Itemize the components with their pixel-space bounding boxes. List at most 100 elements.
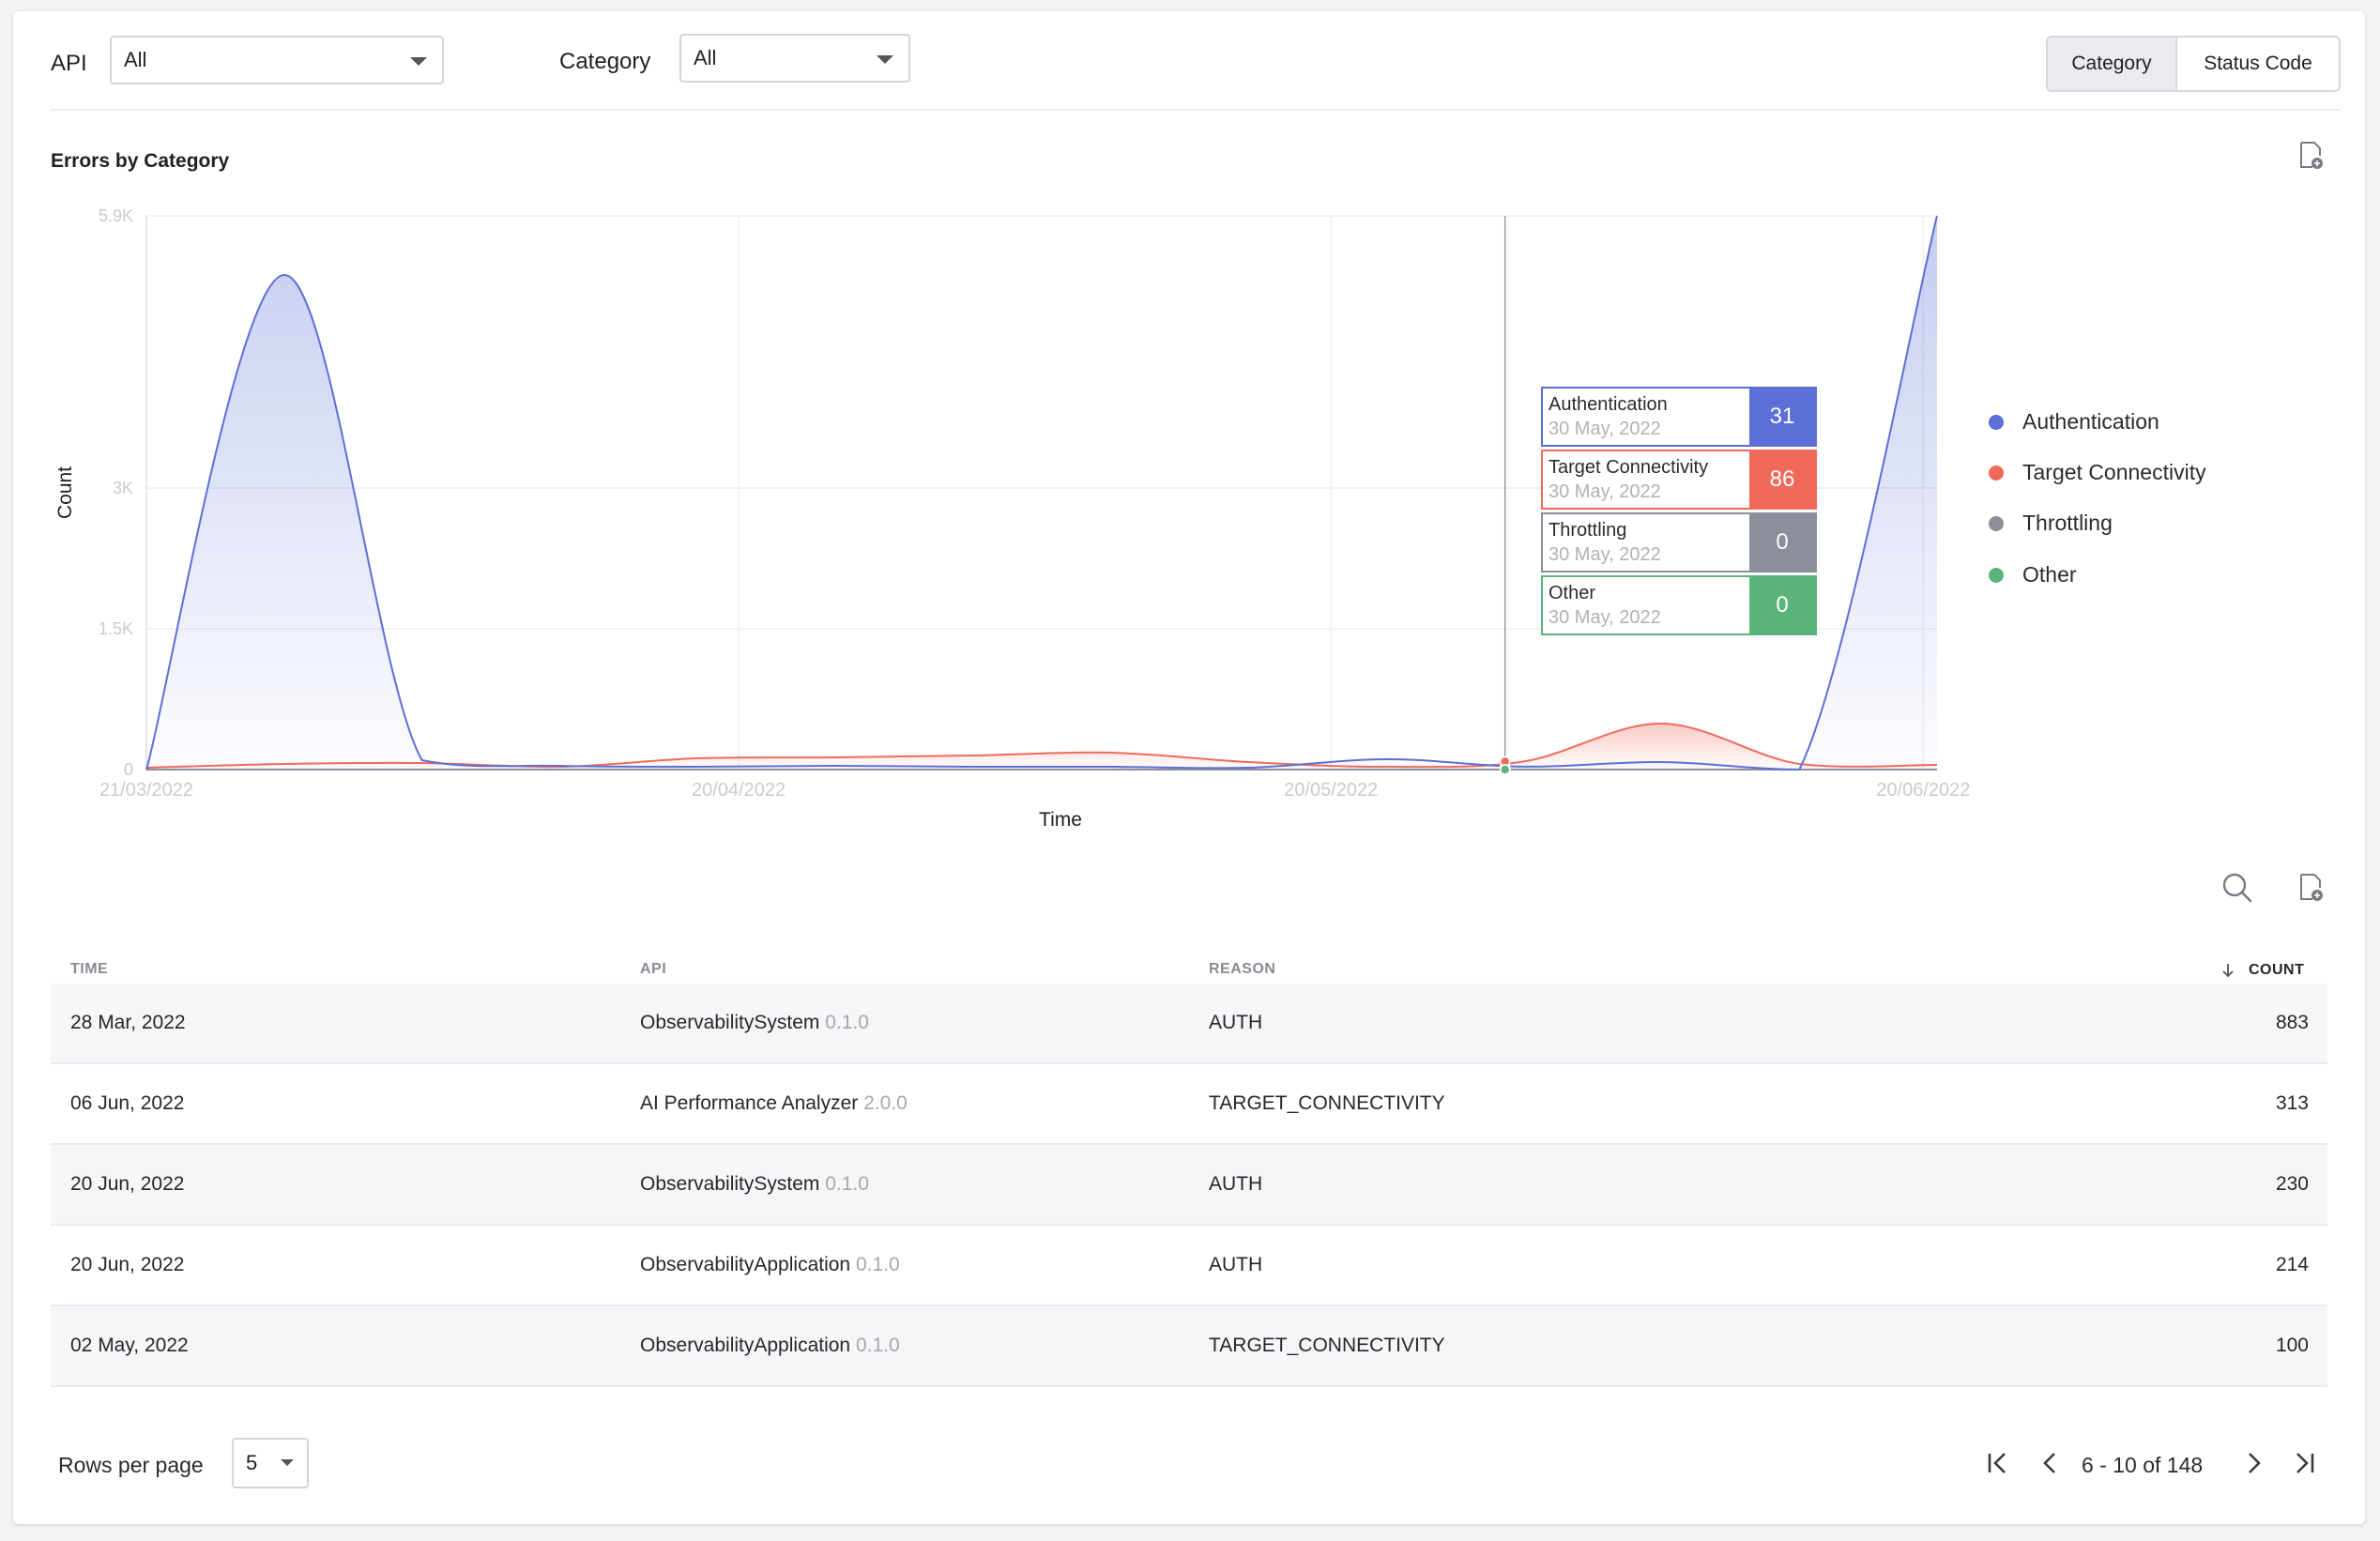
x-tick-label: 20/05/2022 bbox=[1284, 780, 1378, 801]
tooltip-series-name: Other bbox=[1549, 583, 1596, 603]
pagination-range: 6 - 10 of 148 bbox=[2082, 1453, 2204, 1477]
legend-item-other[interactable]: Other bbox=[1989, 562, 2077, 587]
errors-by-category-chart: 0 1.5K 3K 5.9K 21/03/2022 20/04/2022 20/05/202… bbox=[54, 206, 1970, 831]
api-name: AI Performance Analyzer bbox=[640, 1092, 859, 1114]
tooltip-row: Authentication 30 May, 2022 31 bbox=[1541, 387, 1817, 447]
cell-time: 28 Mar, 2022 bbox=[70, 1012, 186, 1033]
legend-dot bbox=[1989, 515, 2004, 531]
legend-label: Target Connectivity bbox=[2022, 460, 2206, 484]
api-select[interactable]: All bbox=[110, 36, 444, 84]
first-page-icon[interactable] bbox=[1984, 1449, 2012, 1477]
cell-time: 06 Jun, 2022 bbox=[70, 1092, 185, 1114]
legend-dot bbox=[1989, 465, 2004, 481]
cell-time: 02 May, 2022 bbox=[70, 1335, 189, 1356]
legend-dot bbox=[1989, 414, 2004, 430]
cell-count: 100 bbox=[2275, 1335, 2309, 1356]
table-row[interactable]: 02 May, 2022 ObservabilityApplication 0.… bbox=[51, 1306, 2327, 1387]
api-name: ObservabilityApplication bbox=[640, 1254, 851, 1275]
export-file-icon[interactable] bbox=[2294, 139, 2327, 173]
tooltip-date: 30 May, 2022 bbox=[1549, 607, 1661, 628]
api-version: 0.1.0 bbox=[825, 1012, 869, 1033]
api-version: 0.1.0 bbox=[825, 1173, 869, 1195]
chevron-down-icon bbox=[410, 57, 427, 66]
y-tick-label: 5.9K bbox=[99, 206, 133, 225]
cell-count: 214 bbox=[2275, 1254, 2309, 1275]
legend-label: Other bbox=[2022, 562, 2077, 587]
chart-title: Errors by Category bbox=[51, 150, 230, 172]
hover-point-other bbox=[1499, 764, 1511, 775]
export-file-icon[interactable] bbox=[2294, 871, 2327, 905]
cell-count: 883 bbox=[2275, 1012, 2309, 1033]
column-header-count[interactable]: COUNT bbox=[2219, 961, 2304, 980]
cell-api: ObservabilitySystem 0.1.0 bbox=[640, 1145, 869, 1224]
cell-api: ObservabilityApplication 0.1.0 bbox=[640, 1226, 900, 1305]
arrow-down-icon bbox=[2222, 964, 2234, 978]
previous-page-icon[interactable] bbox=[2037, 1449, 2065, 1477]
tooltip-row: Other 30 May, 2022 0 bbox=[1541, 575, 1817, 635]
api-select-value: All bbox=[124, 48, 147, 71]
tooltip-text: Other 30 May, 2022 bbox=[1543, 577, 1749, 633]
column-header-time[interactable]: TIME bbox=[70, 961, 109, 977]
legend-label: Throttling bbox=[2022, 511, 2113, 535]
table-row[interactable]: 20 Jun, 2022 ObservabilityApplication 0.… bbox=[51, 1226, 2327, 1306]
search-icon[interactable] bbox=[2220, 871, 2254, 905]
api-name: ObservabilitySystem bbox=[640, 1173, 820, 1195]
next-page-icon[interactable] bbox=[2239, 1449, 2267, 1477]
api-version: 2.0.0 bbox=[863, 1092, 908, 1114]
tooltip-text: Target Connectivity 30 May, 2022 bbox=[1543, 451, 1749, 508]
tooltip-series-name: Throttling bbox=[1549, 520, 1627, 541]
cell-reason: AUTH bbox=[1209, 1254, 1263, 1275]
cell-reason: TARGET_CONNECTIVITY bbox=[1209, 1092, 1445, 1114]
api-name: ObservabilityApplication bbox=[640, 1335, 851, 1356]
category-select[interactable]: All bbox=[679, 34, 910, 83]
legend-item-authentication[interactable]: Authentication bbox=[1989, 409, 2159, 435]
tooltip-row: Throttling 30 May, 2022 0 bbox=[1541, 512, 1817, 572]
last-page-icon[interactable] bbox=[2290, 1449, 2318, 1477]
cell-api: ObservabilityApplication 0.1.0 bbox=[640, 1306, 900, 1385]
toggle-category-button[interactable]: Category bbox=[2048, 38, 2177, 90]
table-row[interactable]: 28 Mar, 2022 ObservabilitySystem 0.1.0 A… bbox=[51, 984, 2327, 1064]
tooltip-value: 31 bbox=[1749, 389, 1815, 445]
x-tick-label: 20/06/2022 bbox=[1876, 780, 1970, 801]
cell-api: ObservabilitySystem 0.1.0 bbox=[640, 984, 869, 1062]
tooltip-row: Target Connectivity 30 May, 2022 86 bbox=[1541, 450, 1817, 510]
tooltip-value: 86 bbox=[1749, 451, 1815, 508]
category-filter-label: Category bbox=[559, 49, 651, 74]
view-toggle: Category Status Code bbox=[2046, 36, 2341, 92]
table-row[interactable]: 06 Jun, 2022 AI Performance Analyzer 2.0… bbox=[51, 1064, 2327, 1145]
legend-item-throttling[interactable]: Throttling bbox=[1989, 511, 2113, 536]
y-tick-label: 0 bbox=[124, 760, 133, 779]
column-header-reason[interactable]: REASON bbox=[1209, 961, 1276, 977]
tooltip-value: 0 bbox=[1749, 577, 1815, 633]
toggle-status-code-button[interactable]: Status Code bbox=[2177, 38, 2339, 90]
y-tick-label: 3K bbox=[113, 479, 133, 497]
category-select-value: All bbox=[694, 46, 717, 69]
legend-item-target-connectivity[interactable]: Target Connectivity bbox=[1989, 460, 2206, 485]
tooltip-series-name: Authentication bbox=[1549, 394, 1668, 415]
table-row[interactable]: 20 Jun, 2022 ObservabilitySystem 0.1.0 A… bbox=[51, 1145, 2327, 1226]
cell-count: 230 bbox=[2275, 1173, 2309, 1195]
api-name: ObservabilitySystem bbox=[640, 1012, 820, 1033]
cell-reason: AUTH bbox=[1209, 1173, 1263, 1195]
tooltip-series-name: Target Connectivity bbox=[1549, 457, 1709, 478]
cell-count: 313 bbox=[2275, 1092, 2309, 1114]
cell-reason: TARGET_CONNECTIVITY bbox=[1209, 1335, 1445, 1356]
y-axis-label: Count bbox=[54, 466, 76, 519]
x-tick-label: 20/04/2022 bbox=[692, 780, 786, 801]
tooltip-text: Authentication 30 May, 2022 bbox=[1543, 389, 1749, 445]
cell-time: 20 Jun, 2022 bbox=[70, 1254, 185, 1275]
cell-time: 20 Jun, 2022 bbox=[70, 1173, 185, 1195]
y-tick-label: 1.5K bbox=[99, 619, 133, 638]
tooltip-date: 30 May, 2022 bbox=[1549, 544, 1661, 565]
api-filter-label: API bbox=[51, 51, 87, 76]
tooltip-date: 30 May, 2022 bbox=[1549, 481, 1661, 502]
x-axis-label: Time bbox=[1039, 809, 1082, 831]
column-header-api[interactable]: API bbox=[640, 961, 667, 977]
cell-reason: AUTH bbox=[1209, 1012, 1263, 1033]
tooltip-text: Throttling 30 May, 2022 bbox=[1543, 514, 1749, 571]
api-version: 0.1.0 bbox=[855, 1335, 900, 1356]
header-divider bbox=[51, 109, 2341, 111]
column-header-count-label: COUNT bbox=[2249, 962, 2305, 978]
rows-per-page-select[interactable]: 5 bbox=[232, 1438, 309, 1488]
x-tick-label: 21/03/2022 bbox=[99, 780, 193, 801]
